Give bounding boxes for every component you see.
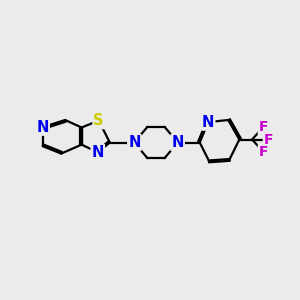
Text: F: F	[264, 133, 273, 146]
Text: F: F	[259, 145, 268, 159]
Text: N: N	[36, 120, 49, 135]
Text: N: N	[171, 135, 184, 150]
Text: F: F	[259, 120, 268, 134]
Text: N: N	[128, 135, 141, 150]
Text: S: S	[94, 113, 104, 128]
Text: N: N	[202, 115, 214, 130]
Text: N: N	[92, 145, 104, 160]
